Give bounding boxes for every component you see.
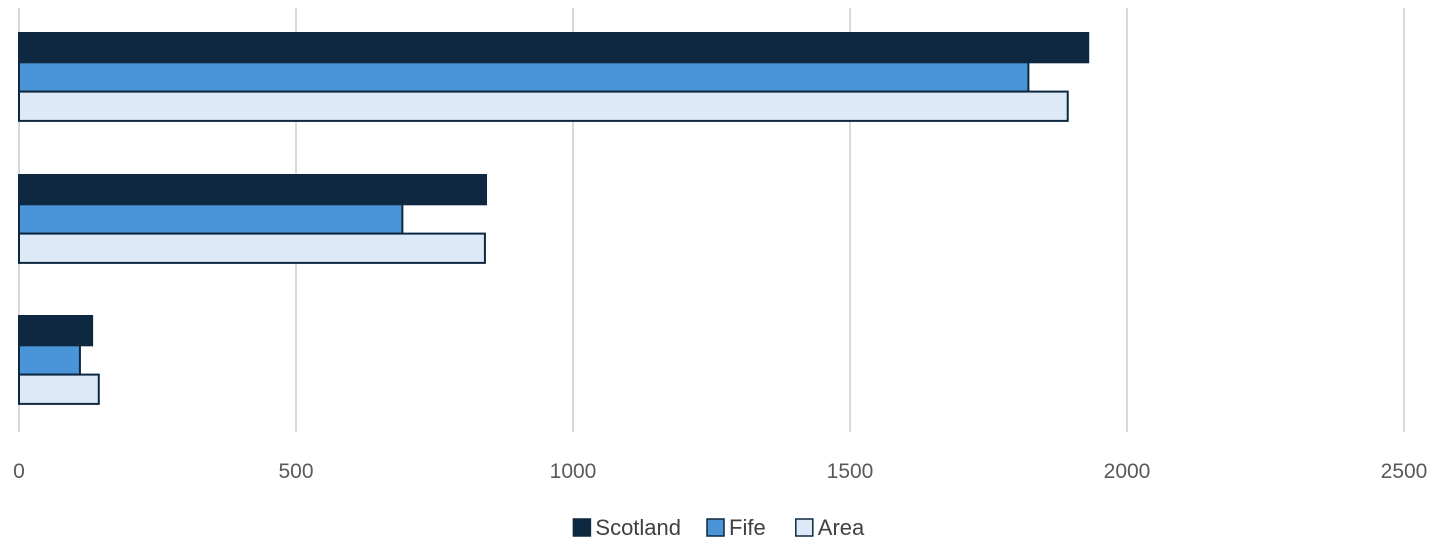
legend-swatch-fife <box>706 518 725 537</box>
bar-area-0 <box>18 90 1069 122</box>
x-tick-label-1: 500 <box>278 460 313 483</box>
legend-label-fife: Fife <box>729 515 766 540</box>
x-tick-label-3: 1500 <box>827 460 874 483</box>
bar-area-2 <box>18 373 100 405</box>
bar-fife-1 <box>18 203 404 235</box>
bars <box>18 32 1090 405</box>
bar-scotland-0 <box>18 32 1090 64</box>
legend: Scotland Fife Area <box>572 515 865 540</box>
bar-fife-2 <box>18 344 81 376</box>
bar-scotland-2 <box>18 315 94 347</box>
x-tick-label-0: 0 <box>13 460 25 483</box>
legend-swatch-scotland <box>572 518 592 537</box>
bar-fife-0 <box>18 61 1030 93</box>
bar-area-1 <box>18 232 486 264</box>
x-axis-ticks: 0 500 1000 1500 2000 2500 <box>13 460 1427 483</box>
x-tick-label-2: 1000 <box>550 460 597 483</box>
legend-label-scotland: Scotland <box>595 515 681 540</box>
legend-label-area: Area <box>818 515 865 540</box>
x-tick-label-4: 2000 <box>1104 460 1151 483</box>
legend-swatch-area <box>795 518 814 537</box>
bar-scotland-1 <box>18 174 488 206</box>
x-tick-label-5: 2500 <box>1381 460 1428 483</box>
